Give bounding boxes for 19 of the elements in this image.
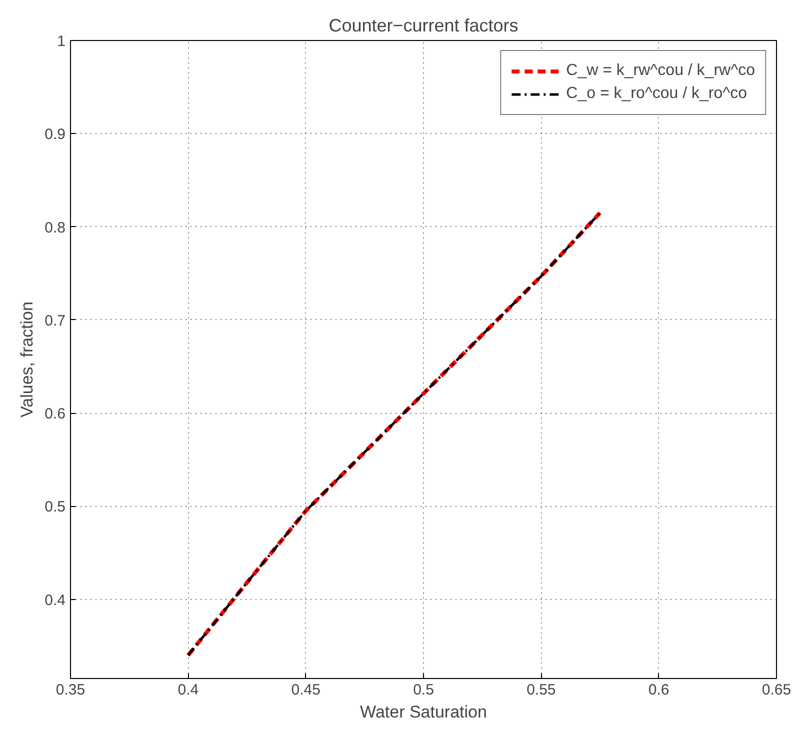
x-axis-title: Water Saturation bbox=[360, 702, 487, 722]
y-tick-label: 0.6 bbox=[44, 406, 66, 423]
y-tick-label: 0.4 bbox=[44, 592, 66, 609]
x-tick-label: 0.6 bbox=[648, 682, 670, 698]
y-axis-title: Values, fraction bbox=[18, 302, 37, 418]
y-tick-label: 1 bbox=[57, 33, 66, 50]
y-tick-label: 0.9 bbox=[44, 126, 66, 144]
y-tick-label: 0.5 bbox=[44, 498, 66, 516]
legend-label: C_w = k_rw^cou / k_rw^co bbox=[566, 62, 755, 80]
legend-label: C_o = k_ro^cou / k_ro^co bbox=[566, 85, 748, 103]
y-tick-label: 0.7 bbox=[44, 312, 66, 330]
chart-title: Counter−current factors bbox=[328, 16, 518, 36]
x-tick-label: 0.35 bbox=[56, 682, 86, 698]
y-tick-label: 0.8 bbox=[44, 219, 66, 236]
x-tick-label: 0.5 bbox=[413, 682, 434, 698]
x-tick-label: 0.55 bbox=[526, 682, 556, 698]
x-tick-label: 0.4 bbox=[178, 682, 199, 698]
x-tick-label: 0.65 bbox=[762, 682, 792, 698]
x-tick-label: 0.45 bbox=[291, 682, 320, 698]
